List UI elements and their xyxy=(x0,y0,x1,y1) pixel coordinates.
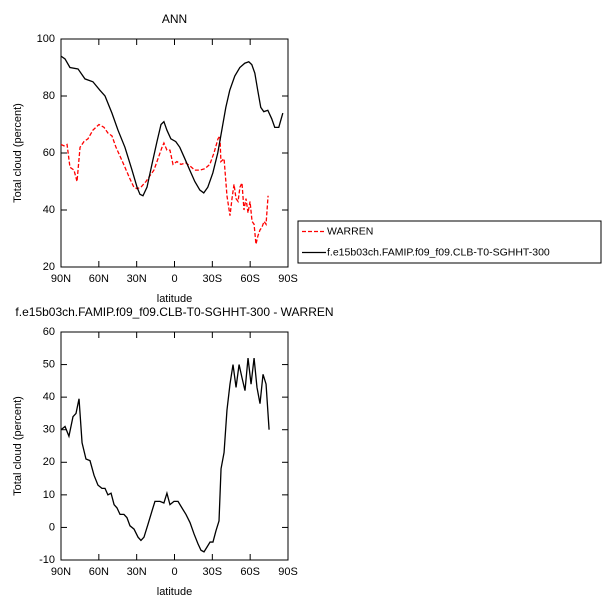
y-tick-label: 40 xyxy=(43,391,55,403)
y-tick-label: 80 xyxy=(43,90,55,102)
y-tick-label: 20 xyxy=(43,261,55,273)
y-axis-label: Total cloud (percent) xyxy=(12,396,24,496)
x-tick-label: 30S xyxy=(203,273,223,285)
x-tick-label: 30S xyxy=(203,566,223,578)
y-tick-label: 50 xyxy=(43,358,55,370)
y-tick-label: 40 xyxy=(43,204,55,216)
plot-frame xyxy=(60,38,289,268)
x-axis-label: latitude xyxy=(157,293,192,305)
x-tick-label: 60S xyxy=(240,273,260,285)
data-line xyxy=(60,123,269,245)
y-tick-label: 30 xyxy=(43,424,55,436)
x-tick-label: 0 xyxy=(171,273,177,285)
chart-title: ANN xyxy=(162,12,187,26)
data-line xyxy=(60,55,284,197)
data-line xyxy=(60,357,270,553)
x-tick-label: 30N xyxy=(127,566,147,578)
y-tick-label: 60 xyxy=(43,147,55,159)
y-tick-label: 0 xyxy=(49,521,55,533)
plot-frame xyxy=(60,331,289,561)
y-tick-label: 10 xyxy=(43,489,55,501)
y-tick-label: 20 xyxy=(43,456,55,468)
x-tick-label: 60S xyxy=(240,566,260,578)
x-tick-label: 90S xyxy=(278,273,298,285)
x-tick-label: 60N xyxy=(89,273,109,285)
x-tick-label: 60N xyxy=(89,566,109,578)
x-axis-label: latitude xyxy=(157,586,192,598)
x-tick-label: 0 xyxy=(171,566,177,578)
chart-title: f.e15b03ch.FAMIP.f09_f09.CLB-T0-SGHHT-30… xyxy=(15,305,333,319)
y-tick-label: -10 xyxy=(39,554,55,566)
y-tick-label: 100 xyxy=(37,33,55,45)
legend-label: WARREN xyxy=(327,225,373,237)
x-tick-label: 30N xyxy=(127,273,147,285)
legend-box xyxy=(297,220,602,264)
x-tick-label: 90N xyxy=(51,273,71,285)
legend-label: f.e15b03ch.FAMIP.f09_f09.CLB-T0-SGHHT-30… xyxy=(327,246,550,258)
y-tick-label: 60 xyxy=(43,326,55,338)
x-tick-label: 90N xyxy=(51,566,71,578)
x-tick-label: 90S xyxy=(278,566,298,578)
y-axis-label: Total cloud (percent) xyxy=(12,103,24,203)
